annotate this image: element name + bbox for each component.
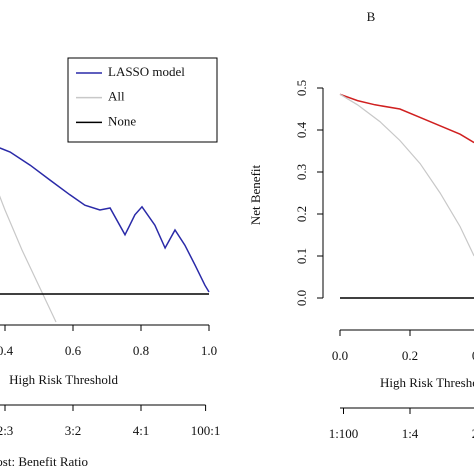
y-tick-label: 0.2 (294, 206, 309, 222)
x2-axis-tick-label: 1:100 (329, 426, 359, 441)
chart-title: B (367, 9, 376, 24)
x-axis-tick-label: 0.4 (472, 348, 474, 363)
x-axis-label: High Risk Threshold (9, 372, 118, 387)
legend-label: None (108, 113, 136, 128)
y-tick-label: 0.5 (294, 80, 309, 96)
legend-label: LASSO model (108, 64, 185, 79)
y-tick-label: 0.1 (294, 248, 309, 264)
series-line (339, 93, 474, 144)
series-line (0, 195, 57, 323)
x-axis-tick-label: 1.0 (201, 343, 217, 358)
x-axis-tick-label: 0.4 (0, 343, 14, 358)
x2-axis-tick-label: 4:1 (133, 423, 150, 438)
x2-axis-tick-label: 1:4 (402, 426, 419, 441)
x2-axis-tick-label: 3:2 (65, 423, 82, 438)
x-axis-tick-label: 0.8 (133, 343, 149, 358)
x-axis-tick-label: 0.0 (332, 348, 348, 363)
series-line (339, 93, 474, 257)
x2-axis-tick-label: 2:3 (472, 426, 474, 441)
y-tick-label: 0.0 (294, 290, 309, 306)
y-tick-label: 0.4 (294, 121, 309, 138)
legend-label: All (108, 89, 125, 104)
x2-axis-tick-label: 100:1 (191, 423, 221, 438)
series-line (0, 147, 210, 293)
x-axis-label: High Risk Threshold (380, 375, 474, 390)
y-tick-label: 0.3 (294, 164, 309, 180)
x-axis-tick-label: 0.6 (65, 343, 82, 358)
x-axis-tick-label: 0.2 (402, 348, 418, 363)
legend-box (67, 57, 218, 143)
y-axis-label: Net Benefit (248, 164, 263, 225)
x2-axis-label: Cost: Benefit Ratio (0, 454, 88, 469)
x2-axis-tick-label: 2:3 (0, 423, 13, 438)
